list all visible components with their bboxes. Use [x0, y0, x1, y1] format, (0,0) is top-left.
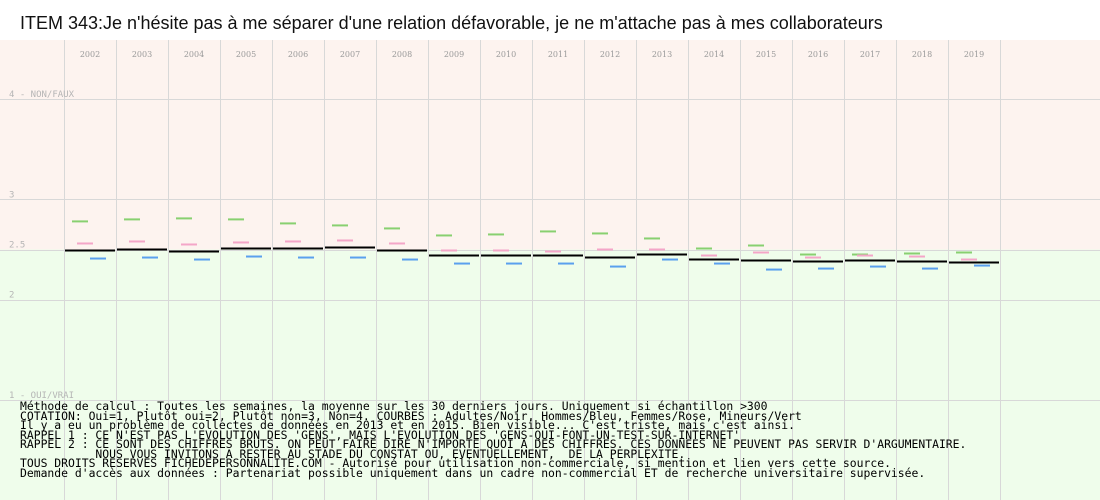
y-axis-labels: 4 - NON/FAUX 3 2.5 2 1 - OUI/VRAI	[9, 90, 75, 401]
note-line: TOUS DROITS RESERVES FICHEDEPERSONNALITE…	[20, 456, 891, 470]
note-line: Demande d'accès aux données : Partenaria…	[20, 465, 926, 480]
series-marks	[65, 217, 999, 271]
note-line: NOUS VOUS INVITONS A RESTER AU STADE DU …	[20, 446, 686, 461]
series-femmes	[77, 239, 977, 261]
chart-title: ITEM 343:Je n'hésite pas à me séparer d'…	[20, 13, 883, 33]
x-tick-label: 2015	[756, 50, 776, 59]
y-tick-label: 4 - NON/FAUX	[9, 90, 75, 100]
x-tick-label: 2014	[704, 50, 724, 59]
x-tick-label: 2005	[236, 50, 256, 59]
series-mineurs	[72, 217, 972, 256]
background-bands	[0, 40, 1100, 500]
note-line: COTATION: Oui=1, Plutôt oui=2, Plutôt no…	[20, 408, 802, 423]
note-line: RAPPEL 1 : CE N'EST PAS L'EVOLUTION DES …	[20, 427, 741, 442]
band-0	[0, 40, 1100, 250]
x-tick-label: 2002	[80, 50, 100, 59]
grid-lines	[0, 40, 1100, 500]
band-1	[0, 249, 1100, 500]
note-line: Méthode de calcul : Toutes les semaines,…	[20, 399, 768, 413]
x-tick-label: 2017	[860, 50, 880, 59]
y-tick-label: 2.5	[9, 241, 25, 251]
y-tick-label: 2	[9, 291, 14, 301]
notes-block: Méthode de calcul : Toutes les semaines,…	[20, 399, 1095, 480]
x-tick-label: 2008	[392, 50, 412, 59]
x-tick-label: 2007	[340, 50, 360, 59]
series-hommes	[90, 255, 990, 271]
x-tick-label: 2003	[132, 50, 152, 59]
x-tick-label: 2010	[496, 50, 516, 59]
x-tick-label: 2009	[444, 50, 464, 59]
x-tick-label: 2016	[808, 50, 828, 59]
note-line: RAPPEL 2 : CE SONT DES CHIFFRES BRUTS. O…	[20, 437, 967, 451]
y-tick-label: 1 - OUI/VRAI	[9, 391, 74, 401]
x-tick-label: 2013	[652, 50, 672, 59]
x-tick-label: 2004	[184, 50, 204, 59]
x-axis-labels: 2002 2003 2004 2005 2006 2007 2008 2009 2010 2011…	[80, 50, 984, 59]
x-tick-label: 2011	[548, 50, 568, 59]
x-tick-label: 2018	[912, 50, 932, 59]
series-adultes	[65, 246, 999, 264]
x-tick-label: 2019	[964, 50, 984, 59]
y-tick-label: 3	[9, 190, 14, 200]
note-line: Il y a eu un problème de collectes de do…	[20, 418, 795, 432]
x-tick-label: 2006	[288, 50, 308, 59]
x-tick-label: 2012	[600, 50, 620, 59]
